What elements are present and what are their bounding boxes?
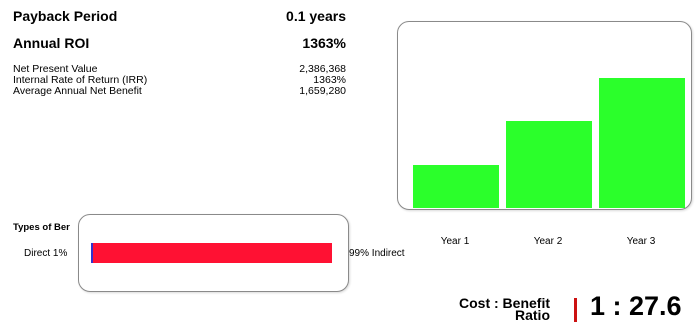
- bar-year-1: [413, 164, 499, 208]
- payback-period-value: 0.1 years: [286, 8, 346, 24]
- avg-net-benefit-label: Average Annual Net Benefit: [13, 85, 142, 97]
- irr-value: 1363%: [313, 74, 346, 86]
- npv-value: 2,386,368: [299, 63, 346, 75]
- cost-benefit-label-line1: Cost : Benefit: [459, 295, 550, 311]
- cost-benefit-ratio-value: 1 : 27.6: [590, 291, 682, 321]
- direct-segment: [91, 243, 94, 263]
- avg-net-benefit-value: 1,659,280: [299, 85, 346, 97]
- cost-benefit-label: Cost : Benefit Ratio: [430, 295, 550, 323]
- direct-percent-label: Direct 1%: [24, 248, 68, 259]
- indirect-percent-label: 99% Indirect: [349, 248, 405, 259]
- annual-roi-value: 1363%: [302, 35, 346, 51]
- yearly-benefit-chart: [397, 21, 692, 210]
- irr-label: Internal Rate of Return (IRR): [13, 74, 148, 86]
- x-tick-year-1: Year 1: [440, 236, 470, 247]
- benefit-type-chart: [78, 214, 349, 292]
- x-tick-year-3: Year 3: [626, 236, 656, 247]
- npv-label: Net Present Value: [13, 63, 98, 75]
- bar-year-2: [506, 121, 592, 208]
- payback-period-label: Payback Period: [13, 8, 118, 24]
- bar-year-3: [599, 77, 685, 208]
- x-tick-year-2: Year 2: [533, 236, 563, 247]
- cost-benefit-label-line2: Ratio: [515, 307, 550, 323]
- indirect-segment: [93, 243, 332, 263]
- types-of-benefit-title: Types of Ber: [13, 222, 70, 233]
- ratio-separator: [574, 298, 577, 322]
- annual-roi-label: Annual ROI: [13, 35, 90, 51]
